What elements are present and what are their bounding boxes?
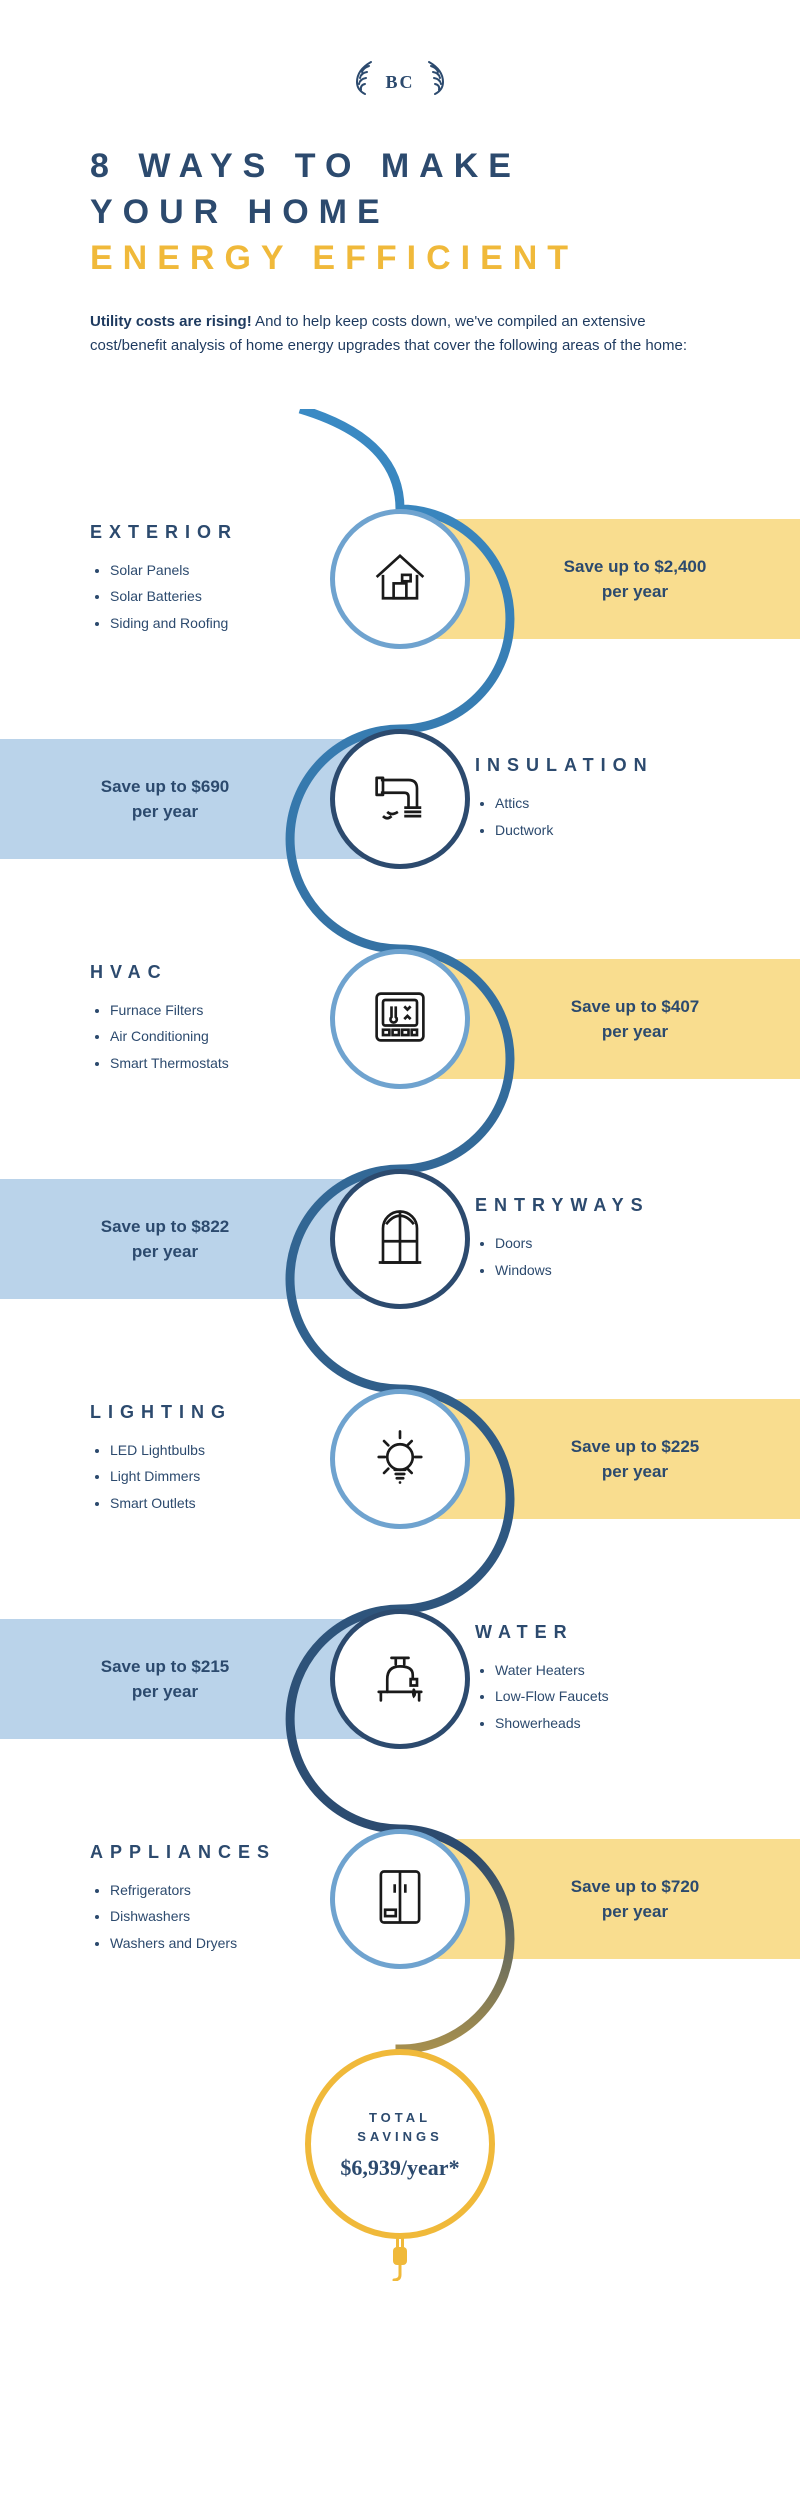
category-title: INSULATION (475, 755, 740, 776)
list-item: Light Dimmers (110, 1463, 360, 1490)
savings-line1: Save up to $407 (571, 994, 700, 1020)
list-item: Solar Panels (110, 557, 360, 584)
section-appliances: Save up to $720per year APPLIANCES Refrige… (0, 1789, 800, 2009)
section-hvac: Save up to $407per year HVAC Furnace Filte… (0, 909, 800, 1129)
savings-line2: per year (602, 579, 668, 605)
total-block: TOTALSAVINGS $6,939/year* (0, 2049, 800, 2286)
bulb-icon (366, 1423, 434, 1496)
savings-line1: Save up to $215 (101, 1654, 230, 1680)
intro-lead: Utility costs are rising! (90, 313, 252, 330)
category-title: LIGHTING (90, 1402, 360, 1423)
title-line-2: YOUR HOME (90, 193, 390, 231)
savings-line2: per year (132, 1679, 198, 1705)
section-entryways: Save up to $822per year ENTRYWAYS DoorsWin… (0, 1129, 800, 1349)
category-title: EXTERIOR (90, 522, 360, 543)
category-title: WATER (475, 1622, 740, 1643)
house-icon (366, 543, 434, 616)
logo: BC (0, 60, 800, 104)
savings-line2: per year (132, 1239, 198, 1265)
savings-line1: Save up to $2,400 (564, 554, 707, 580)
total-label: TOTALSAVINGS (357, 2108, 443, 2147)
category-list: Solar PanelsSolar BatteriesSiding and Ro… (90, 557, 360, 637)
list-item: Furnace Filters (110, 997, 360, 1024)
category-list: RefrigeratorsDishwashersWashers and Drye… (90, 1877, 360, 1957)
list-item: Showerheads (495, 1710, 740, 1737)
timeline: Save up to $2,400per yearEXTERIORSolar P… (0, 409, 800, 2286)
intro-text: Utility costs are rising! And to help ke… (0, 310, 800, 360)
list-item: Washers and Dryers (110, 1930, 360, 1957)
category-list: LED LightbulbsLight DimmersSmart Outlets (90, 1437, 360, 1517)
savings-line2: per year (602, 1899, 668, 1925)
category-list: DoorsWindows (475, 1230, 740, 1283)
plug-icon (383, 2235, 417, 2286)
savings-line2: per year (602, 1459, 668, 1485)
savings-line1: Save up to $225 (571, 1434, 700, 1460)
section-water: Save up to $215per year WATER Water Heater… (0, 1569, 800, 1789)
list-item: Smart Outlets (110, 1490, 360, 1517)
title-line-1: 8 WAYS TO MAKE (90, 147, 521, 185)
thermostat-icon (366, 983, 434, 1056)
title-block: 8 WAYS TO MAKE YOUR HOME ENERGY EFFICIEN… (0, 144, 800, 282)
category-list: Water HeatersLow-Flow FaucetsShowerheads (475, 1657, 740, 1737)
faucet-icon (366, 1643, 434, 1716)
title-accent-line: ENERGY EFFICIENT (90, 236, 710, 282)
section-exterior: Save up to $2,400per year EXTERIOR Solar P… (0, 469, 800, 689)
list-item: Smart Thermostats (110, 1050, 360, 1077)
list-item: Siding and Roofing (110, 610, 360, 637)
total-amount: $6,939/year* (340, 2155, 459, 2181)
bulb-icon-circle (330, 1389, 470, 1529)
section-lighting: Save up to $225per year LIGHTING LED Light… (0, 1349, 800, 1569)
category-title: ENTRYWAYS (475, 1195, 740, 1216)
savings-line1: Save up to $720 (571, 1874, 700, 1900)
list-item: Dishwashers (110, 1903, 360, 1930)
duct-icon (366, 763, 434, 836)
list-item: Windows (495, 1257, 740, 1284)
total-circle: TOTALSAVINGS $6,939/year* (305, 2049, 495, 2239)
savings-line2: per year (132, 799, 198, 825)
savings-line1: Save up to $822 (101, 1214, 230, 1240)
fridge-icon (366, 1863, 434, 1936)
list-item: Attics (495, 790, 740, 817)
category-list: AtticsDuctwork (475, 790, 740, 843)
fridge-icon-circle (330, 1829, 470, 1969)
list-item: Doors (495, 1230, 740, 1257)
category-title: HVAC (90, 962, 360, 983)
section-insulation: Save up to $690per year INSULATION AtticsD… (0, 689, 800, 909)
laurel-left-icon (351, 60, 379, 104)
list-item: Ductwork (495, 817, 740, 844)
list-item: LED Lightbulbs (110, 1437, 360, 1464)
house-icon-circle (330, 509, 470, 649)
window-icon-circle (330, 1169, 470, 1309)
faucet-icon-circle (330, 1609, 470, 1749)
category-list: Furnace FiltersAir ConditioningSmart The… (90, 997, 360, 1077)
list-item: Low-Flow Faucets (495, 1683, 740, 1710)
infographic-page: BC 8 WAYS TO MAKE YOUR HOME ENERGY EFFIC… (0, 0, 800, 2366)
window-icon (366, 1203, 434, 1276)
duct-icon-circle (330, 729, 470, 869)
laurel-right-icon (421, 60, 449, 104)
page-title: 8 WAYS TO MAKE YOUR HOME ENERGY EFFICIEN… (90, 144, 710, 282)
category-title: APPLIANCES (90, 1842, 360, 1863)
list-item: Refrigerators (110, 1877, 360, 1904)
list-item: Air Conditioning (110, 1023, 360, 1050)
thermostat-icon-circle (330, 949, 470, 1089)
savings-line1: Save up to $690 (101, 774, 230, 800)
savings-line2: per year (602, 1019, 668, 1045)
list-item: Water Heaters (495, 1657, 740, 1684)
list-item: Solar Batteries (110, 583, 360, 610)
logo-text: BC (385, 72, 414, 93)
